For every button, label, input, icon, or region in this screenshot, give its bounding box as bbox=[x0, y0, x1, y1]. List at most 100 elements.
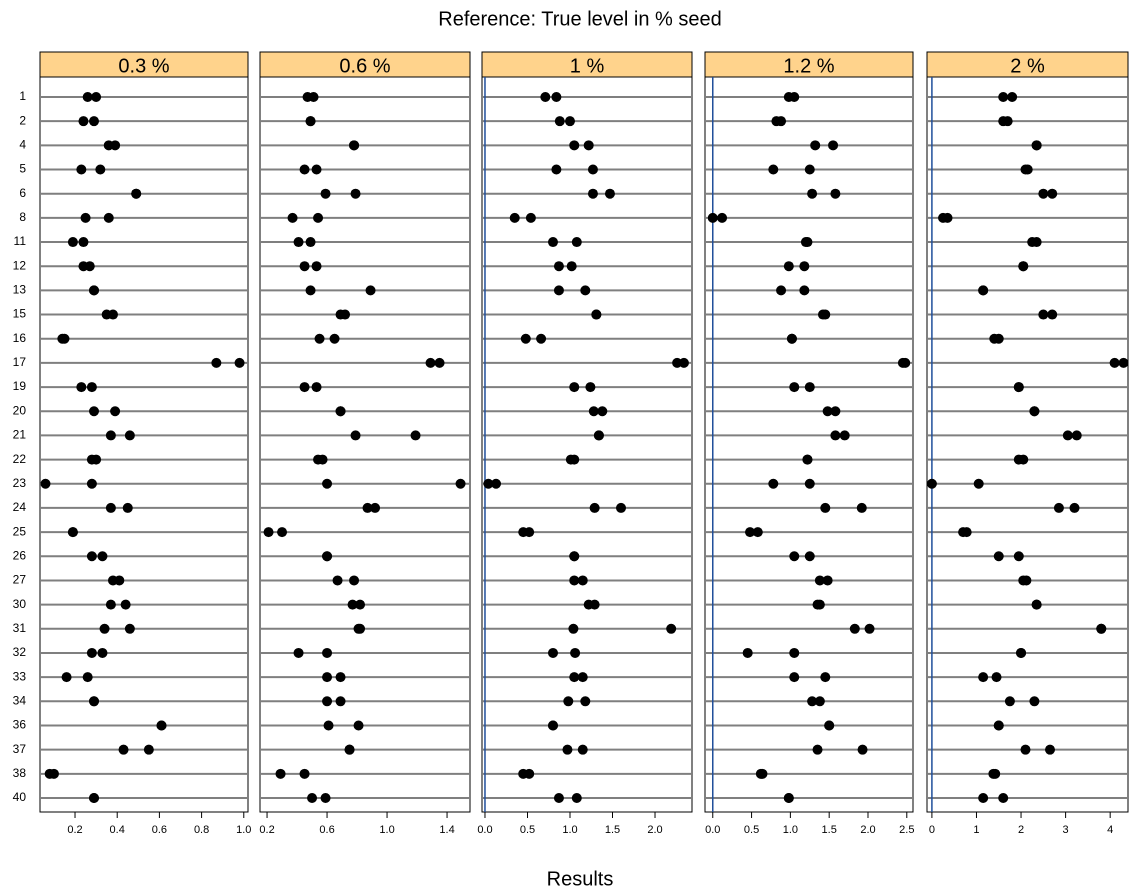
dot bbox=[926, 478, 937, 489]
dot bbox=[580, 696, 591, 707]
dot bbox=[570, 647, 581, 658]
dot bbox=[789, 647, 800, 658]
y-tick-label: 11 bbox=[14, 234, 27, 248]
dot bbox=[856, 502, 867, 513]
x-tick-label: 1 bbox=[973, 824, 979, 836]
y-tick-label: 24 bbox=[13, 500, 27, 514]
dot bbox=[86, 478, 97, 489]
dot bbox=[585, 382, 596, 393]
dot bbox=[569, 382, 580, 393]
panel-title: 0.3 % bbox=[118, 55, 169, 77]
dot bbox=[120, 599, 131, 610]
dot bbox=[1047, 309, 1058, 320]
y-tick-label: 25 bbox=[13, 524, 27, 538]
y-tick-label: 30 bbox=[13, 597, 27, 611]
y-tick-label: 40 bbox=[13, 790, 27, 804]
y-tick-label: 13 bbox=[13, 283, 27, 297]
dot bbox=[577, 672, 588, 683]
dot bbox=[322, 647, 333, 658]
dot bbox=[349, 575, 360, 586]
dot bbox=[830, 406, 841, 417]
dot bbox=[569, 140, 580, 151]
y-tick-label: 33 bbox=[13, 669, 27, 683]
x-tick-label: 0.8 bbox=[194, 824, 209, 836]
dot bbox=[299, 382, 310, 393]
dot bbox=[78, 116, 89, 127]
x-tick-label: 0.5 bbox=[744, 824, 759, 836]
dot bbox=[961, 527, 972, 538]
dot bbox=[89, 696, 100, 707]
dot bbox=[814, 696, 825, 707]
dot bbox=[91, 92, 102, 102]
dot bbox=[998, 92, 1009, 102]
dot bbox=[814, 575, 825, 586]
dot bbox=[350, 188, 361, 199]
y-tick-label: 36 bbox=[13, 718, 27, 732]
dot bbox=[978, 285, 989, 296]
dot bbox=[849, 623, 860, 634]
dot bbox=[95, 164, 106, 175]
dot bbox=[1029, 696, 1040, 707]
dot bbox=[308, 92, 319, 102]
dot bbox=[122, 502, 133, 513]
x-tick-label: 4 bbox=[1107, 824, 1113, 836]
dot bbox=[553, 793, 564, 803]
dot bbox=[802, 454, 813, 465]
dot bbox=[99, 623, 110, 634]
dot bbox=[67, 237, 78, 248]
dot bbox=[547, 720, 558, 731]
dot bbox=[344, 744, 355, 755]
dot bbox=[305, 116, 316, 127]
dot bbox=[1004, 696, 1015, 707]
dot bbox=[61, 672, 72, 683]
dot bbox=[569, 454, 580, 465]
dot bbox=[942, 212, 953, 223]
x-tick-label: 3 bbox=[1063, 824, 1069, 836]
dot bbox=[365, 285, 376, 296]
dot bbox=[1031, 599, 1042, 610]
dot bbox=[67, 527, 78, 538]
x-tick-label: 0 bbox=[929, 824, 935, 836]
y-tick-label: 22 bbox=[13, 452, 27, 466]
x-tick-label: 1.5 bbox=[822, 824, 837, 836]
y-tick-label: 5 bbox=[19, 162, 26, 176]
dot bbox=[362, 502, 373, 513]
panel-frame bbox=[39, 76, 249, 813]
dot bbox=[569, 575, 580, 586]
dot bbox=[820, 672, 831, 683]
dot bbox=[524, 527, 535, 538]
x-tick-label: 0.6 bbox=[152, 824, 167, 836]
dot bbox=[311, 164, 322, 175]
dot bbox=[1045, 744, 1056, 755]
dot bbox=[355, 599, 366, 610]
dot bbox=[807, 188, 818, 199]
dot bbox=[1071, 430, 1082, 441]
dot bbox=[820, 502, 831, 513]
dot bbox=[118, 744, 129, 755]
dot bbox=[569, 551, 580, 562]
y-tick-label: 37 bbox=[13, 742, 27, 756]
dot bbox=[1069, 502, 1080, 513]
x-tick-label: 1.0 bbox=[236, 824, 251, 836]
dot bbox=[810, 140, 821, 151]
dot bbox=[802, 237, 813, 248]
x-tick-label: 2.5 bbox=[899, 824, 914, 836]
dot bbox=[491, 478, 502, 489]
dot bbox=[786, 333, 797, 344]
dot bbox=[434, 357, 445, 368]
dot bbox=[76, 382, 87, 393]
dot bbox=[804, 164, 815, 175]
x-tick-label: 1.4 bbox=[439, 824, 454, 836]
dot bbox=[857, 744, 868, 755]
dot bbox=[990, 768, 1001, 779]
dot bbox=[105, 599, 116, 610]
dot bbox=[97, 551, 108, 562]
y-tick-label: 38 bbox=[13, 766, 27, 780]
dot bbox=[353, 720, 364, 731]
dot bbox=[1031, 140, 1042, 151]
dot bbox=[314, 333, 325, 344]
x-tick-label: 2.0 bbox=[860, 824, 875, 836]
x-tick-label: 0.0 bbox=[477, 824, 492, 836]
dot bbox=[807, 696, 818, 707]
dot bbox=[311, 382, 322, 393]
